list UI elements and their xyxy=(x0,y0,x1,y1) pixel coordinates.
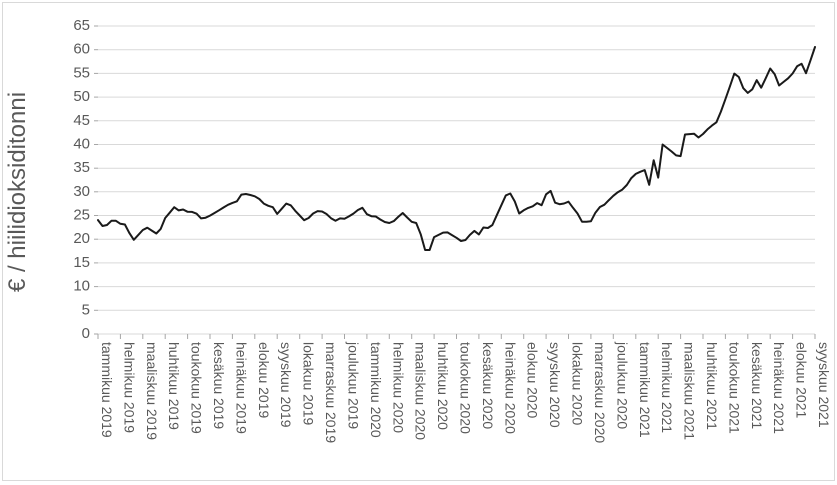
svg-text:syyskuu 2019: syyskuu 2019 xyxy=(278,342,294,428)
svg-text:40: 40 xyxy=(73,136,90,153)
svg-text:marraskuu 2020: marraskuu 2020 xyxy=(592,342,608,443)
svg-text:lokakuu 2020: lokakuu 2020 xyxy=(570,342,586,426)
svg-text:tammikuu 2020: tammikuu 2020 xyxy=(368,342,384,438)
svg-text:50: 50 xyxy=(73,88,90,105)
svg-text:10: 10 xyxy=(73,278,90,295)
svg-text:kesäkuu 2020: kesäkuu 2020 xyxy=(480,342,496,429)
svg-text:20: 20 xyxy=(73,230,90,247)
svg-text:joulukuu 2020: joulukuu 2020 xyxy=(614,341,630,429)
svg-text:toukokuu 2019: toukokuu 2019 xyxy=(189,342,205,434)
svg-text:huhtikuu 2020: huhtikuu 2020 xyxy=(435,342,451,430)
svg-text:35: 35 xyxy=(73,159,90,176)
svg-text:marraskuu 2019: marraskuu 2019 xyxy=(323,342,339,443)
svg-text:kesäkuu 2019: kesäkuu 2019 xyxy=(211,342,227,429)
svg-text:30: 30 xyxy=(73,183,90,200)
svg-text:helmikuu 2019: helmikuu 2019 xyxy=(121,342,137,433)
svg-text:lokakuu 2019: lokakuu 2019 xyxy=(301,342,317,426)
svg-text:tammikuu 2019: tammikuu 2019 xyxy=(99,342,115,438)
svg-text:huhtikuu 2021: huhtikuu 2021 xyxy=(704,342,720,430)
svg-text:heinäkuu 2021: heinäkuu 2021 xyxy=(771,342,787,434)
svg-text:maaliskuu 2021: maaliskuu 2021 xyxy=(682,342,698,440)
svg-text:€ / hiilidioksiditonni: € / hiilidioksiditonni xyxy=(4,92,31,292)
svg-text:60: 60 xyxy=(73,41,90,58)
svg-text:helmikuu 2021: helmikuu 2021 xyxy=(659,342,675,433)
svg-text:helmikuu 2020: helmikuu 2020 xyxy=(390,342,406,433)
svg-text:toukokuu 2021: toukokuu 2021 xyxy=(726,342,742,434)
svg-text:45: 45 xyxy=(73,112,90,129)
svg-text:15: 15 xyxy=(73,254,90,271)
svg-text:maaliskuu 2019: maaliskuu 2019 xyxy=(144,342,160,440)
svg-text:syyskuu 2020: syyskuu 2020 xyxy=(547,342,563,428)
svg-text:toukokuu 2020: toukokuu 2020 xyxy=(458,342,474,434)
svg-text:65: 65 xyxy=(73,17,90,34)
svg-text:0: 0 xyxy=(82,325,90,342)
svg-text:joulukuu 2019: joulukuu 2019 xyxy=(346,341,362,429)
svg-text:5: 5 xyxy=(82,301,90,318)
svg-text:elokuu 2020: elokuu 2020 xyxy=(525,342,541,419)
svg-text:heinäkuu 2020: heinäkuu 2020 xyxy=(502,342,518,434)
svg-text:maaliskuu 2020: maaliskuu 2020 xyxy=(413,342,429,440)
svg-text:25: 25 xyxy=(73,207,90,224)
svg-text:syyskuu 2021: syyskuu 2021 xyxy=(816,342,832,428)
svg-text:huhtikuu 2019: huhtikuu 2019 xyxy=(166,342,182,430)
svg-text:kesäkuu 2021: kesäkuu 2021 xyxy=(749,342,765,429)
svg-text:55: 55 xyxy=(73,64,90,81)
svg-text:elokuu 2021: elokuu 2021 xyxy=(794,342,810,419)
svg-text:tammikuu 2021: tammikuu 2021 xyxy=(637,342,653,438)
svg-text:heinäkuu 2019: heinäkuu 2019 xyxy=(233,342,249,434)
svg-text:elokuu 2019: elokuu 2019 xyxy=(256,342,272,419)
